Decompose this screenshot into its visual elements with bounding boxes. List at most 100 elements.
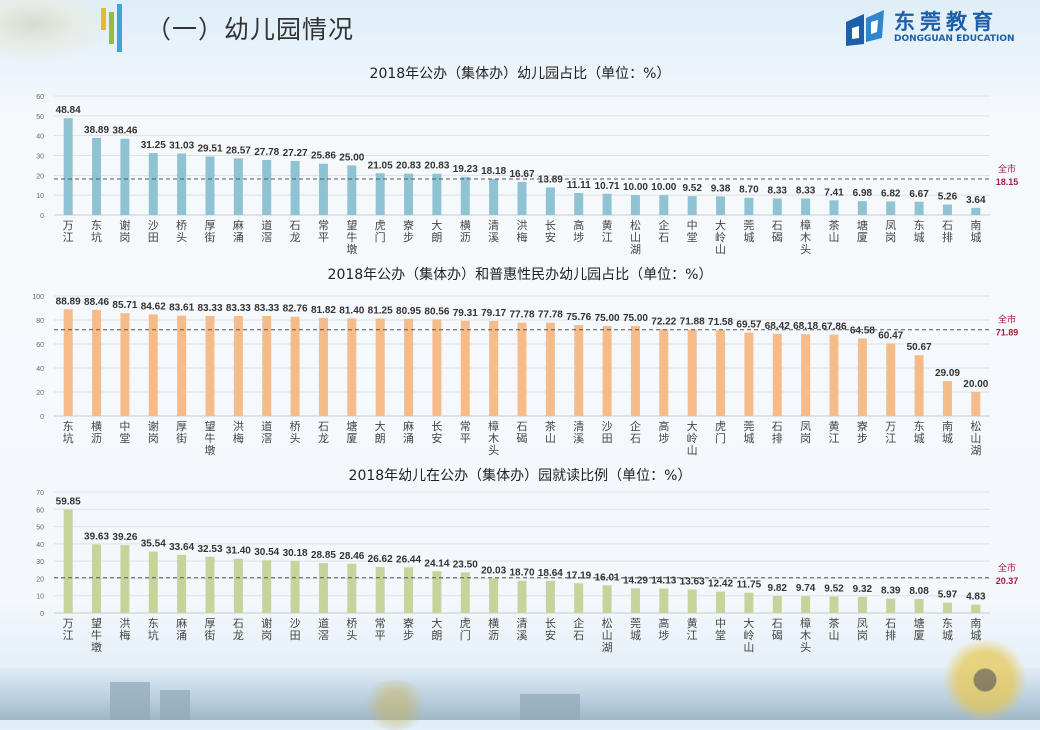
data-label: 82.76	[283, 304, 308, 315]
x-tick-label: 塘厦	[914, 616, 925, 642]
data-label: 71.58	[708, 317, 733, 328]
bar	[716, 330, 726, 416]
bar	[432, 571, 442, 613]
data-label: 13.89	[538, 174, 563, 185]
y-tick-label: 10	[36, 193, 44, 200]
x-tick-label: 大岭山	[687, 419, 698, 457]
bar	[659, 588, 669, 613]
bar	[63, 118, 73, 215]
data-label: 8.08	[909, 586, 929, 597]
data-label: 64.58	[850, 326, 875, 337]
x-tick-label: 石碣	[772, 617, 783, 642]
data-label: 30.54	[254, 547, 279, 558]
flower-decoration	[0, 0, 110, 60]
x-tick-label: 清溪	[573, 420, 584, 445]
x-tick-label: 高埗	[658, 616, 669, 642]
x-tick-label: 东城	[942, 617, 953, 642]
bar	[630, 588, 640, 613]
data-label: 79.31	[453, 308, 478, 319]
data-label: 88.46	[84, 297, 109, 308]
x-tick-label: 莞城	[630, 617, 641, 642]
page-title: （一）幼儿园情况	[146, 15, 355, 44]
x-tick-label: 石排	[885, 617, 896, 642]
data-label: 14.29	[623, 575, 648, 586]
y-tick-label: 30	[36, 559, 44, 566]
slide-header: （一）幼儿园情况 东莞教育 DONGGUAN EDUCATION	[0, 0, 1040, 60]
data-label: 27.78	[254, 147, 279, 158]
accent-bar-yellow	[101, 8, 106, 30]
data-label: 84.62	[141, 301, 166, 312]
bar	[744, 592, 754, 613]
bar	[375, 173, 385, 215]
x-tick-label: 企石	[630, 419, 641, 445]
data-label: 68.42	[765, 321, 790, 332]
x-tick-label: 茶山	[545, 420, 556, 445]
bar	[545, 187, 555, 215]
bar	[177, 315, 187, 416]
data-label: 79.17	[481, 308, 506, 319]
x-tick-label: 中堂	[687, 219, 698, 244]
x-tick-label: 望牛墩	[91, 617, 102, 654]
bar	[489, 320, 499, 416]
chart-title: 2018年公办（集体办）和普惠性民办幼儿园占比（单位：%）	[328, 266, 713, 283]
x-tick-label: 樟木头	[800, 218, 811, 256]
x-tick-label: 常平	[460, 420, 471, 445]
data-label: 9.82	[768, 583, 788, 594]
x-tick-label: 塘厦	[857, 218, 868, 244]
y-tick-label: 60	[36, 507, 44, 514]
bar	[432, 319, 442, 416]
average-label: 全市	[998, 314, 1016, 326]
bar	[744, 197, 754, 215]
data-label: 59.85	[56, 497, 81, 508]
y-tick-label: 40	[36, 542, 44, 549]
data-label: 9.38	[711, 183, 731, 194]
bar	[262, 560, 272, 613]
x-tick-label: 黄江	[829, 419, 840, 445]
x-tick-label: 中堂	[715, 617, 726, 642]
y-tick-label: 0	[40, 414, 44, 421]
data-label: 31.03	[169, 140, 194, 151]
bar	[602, 585, 612, 613]
bar	[205, 316, 215, 416]
x-tick-label: 厚街	[205, 617, 216, 642]
x-tick-label: 大岭山	[715, 218, 726, 256]
data-label: 81.40	[339, 305, 364, 316]
bar	[602, 193, 612, 215]
bar	[630, 326, 640, 416]
y-tick-label: 60	[36, 342, 44, 349]
data-label: 80.56	[424, 306, 449, 317]
average-value: 18.15	[996, 177, 1019, 187]
data-label: 8.33	[796, 185, 816, 196]
x-tick-label: 谢岗	[261, 616, 272, 642]
bar	[318, 317, 328, 416]
x-tick-label: 石龙	[318, 420, 329, 445]
bar	[857, 201, 867, 215]
bar	[971, 604, 981, 613]
x-tick-label: 茶山	[829, 617, 840, 642]
bar	[375, 318, 385, 416]
data-label: 21.05	[368, 160, 393, 171]
bar	[177, 554, 187, 613]
bar	[92, 544, 102, 613]
x-tick-label: 谢岗	[148, 419, 159, 445]
x-tick-label: 麻涌	[176, 616, 187, 642]
x-tick-label: 万江	[63, 219, 74, 244]
y-tick-label: 0	[40, 213, 44, 220]
x-tick-label: 东城	[914, 219, 925, 244]
y-tick-label: 100	[32, 294, 44, 301]
bar	[148, 153, 158, 215]
bar	[460, 320, 470, 416]
data-label: 77.78	[509, 310, 534, 321]
average-value: 71.89	[996, 328, 1019, 338]
x-tick-label: 石龙	[233, 617, 244, 642]
bar	[233, 558, 243, 613]
x-tick-label: 塘厦	[346, 419, 357, 445]
data-label: 83.33	[226, 303, 251, 314]
data-label: 20.00	[963, 379, 988, 390]
bar	[148, 551, 158, 613]
bar	[574, 325, 584, 416]
x-tick-label: 横沥	[460, 218, 471, 244]
bar	[489, 178, 499, 215]
bar	[262, 316, 272, 416]
bar	[404, 567, 414, 613]
